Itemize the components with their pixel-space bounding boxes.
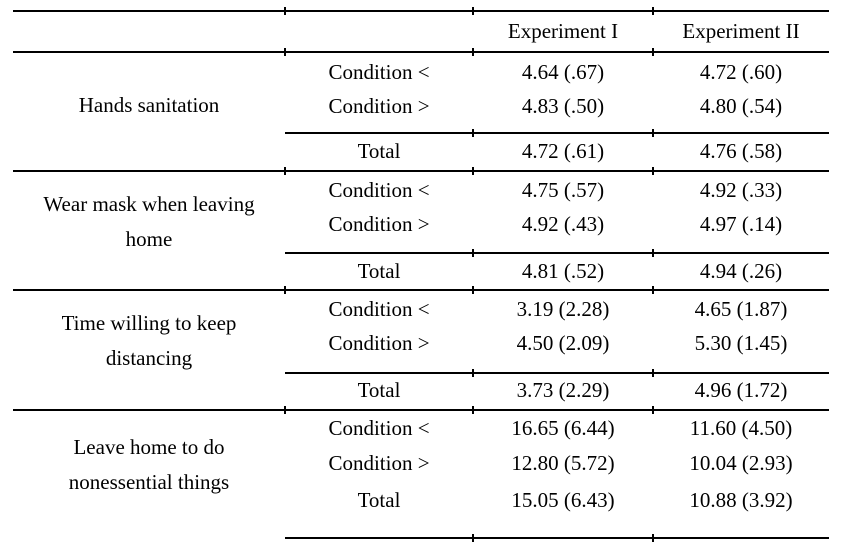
value-cell: 10.04 (2.93): [689, 451, 793, 475]
rule-tick: [652, 286, 654, 294]
value-cell: 10.88 (3.92): [689, 488, 793, 512]
condition-cell: Condition <: [328, 60, 430, 84]
rule-tick: [652, 369, 654, 377]
rule-tick: [652, 7, 654, 15]
row-group-label: Hands sanitation: [78, 93, 220, 117]
value-cell: 4.92 (.43): [521, 212, 605, 236]
value-cell: 4.92 (.33): [699, 178, 783, 202]
row-group-label: Wear mask when leaving home: [43, 192, 255, 251]
rule-tick: [652, 48, 654, 56]
column-header-experiment-1: Experiment I: [507, 19, 619, 43]
row-group-label: Time willing to keep distancing: [61, 311, 237, 370]
value-cell: 3.73 (2.29): [516, 378, 610, 402]
rule-tick: [652, 167, 654, 175]
value-cell: 4.64 (.67): [521, 60, 605, 84]
condition-cell: Condition <: [328, 416, 430, 440]
condition-cell: Condition >: [328, 212, 430, 236]
value-cell: 11.60 (4.50): [689, 416, 793, 440]
condition-cell: Condition >: [328, 94, 430, 118]
condition-cell: Condition <: [328, 297, 430, 321]
condition-cell: Condition <: [328, 178, 430, 202]
rule-tick: [472, 286, 474, 294]
value-cell: 4.50 (2.09): [516, 331, 610, 355]
value-cell: 4.97 (.14): [699, 212, 783, 236]
value-cell: 4.72 (.60): [699, 60, 783, 84]
total-cell: Total: [357, 378, 401, 402]
value-cell: 4.72 (.61): [521, 139, 605, 163]
value-cell: 3.19 (2.28): [516, 297, 610, 321]
rule-tick: [284, 167, 286, 175]
rule-above-total-1: [285, 132, 829, 134]
rule-above-total-3: [285, 372, 829, 374]
rule-tick: [652, 249, 654, 257]
rule-group-sep-3: [13, 409, 829, 411]
rule-group-sep-2: [13, 289, 829, 291]
condition-cell: Condition >: [328, 331, 430, 355]
value-cell: 4.65 (1.87): [694, 297, 788, 321]
rule-group-sep-1: [13, 170, 829, 172]
value-cell: 4.81 (.52): [521, 259, 605, 283]
rule-tick: [284, 286, 286, 294]
value-cell: 4.76 (.58): [699, 139, 783, 163]
rule-tick: [472, 167, 474, 175]
value-cell: 4.80 (.54): [699, 94, 783, 118]
value-cell: 5.30 (1.45): [694, 331, 788, 355]
rule-below-header: [13, 51, 829, 53]
rule-tick: [472, 48, 474, 56]
value-cell: 4.96 (1.72): [694, 378, 788, 402]
rule-tick: [284, 406, 286, 414]
rule-tick: [284, 7, 286, 15]
rule-tick: [472, 406, 474, 414]
rule-tick: [284, 48, 286, 56]
total-cell: Total: [357, 488, 401, 512]
rule-tick: [472, 7, 474, 15]
value-cell: 16.65 (6.44): [511, 416, 615, 440]
total-cell: Total: [357, 139, 401, 163]
value-cell: 4.83 (.50): [521, 94, 605, 118]
rule-tick: [472, 129, 474, 137]
rule-tick: [472, 369, 474, 377]
row-group-label: Leave home to do nonessential things: [68, 435, 230, 494]
value-cell: 12.80 (5.72): [511, 451, 615, 475]
rule-top: [13, 10, 829, 12]
column-header-experiment-2: Experiment II: [682, 19, 800, 43]
rule-tick: [472, 534, 474, 542]
condition-cell: Condition >: [328, 451, 430, 475]
rule-above-total-2: [285, 252, 829, 254]
value-cell: 4.94 (.26): [699, 259, 783, 283]
value-cell: 15.05 (6.43): [511, 488, 615, 512]
total-cell: Total: [357, 259, 401, 283]
rule-tick: [652, 129, 654, 137]
rule-bottom: [285, 537, 829, 539]
rule-tick: [472, 249, 474, 257]
value-cell: 4.75 (.57): [521, 178, 605, 202]
rule-tick: [652, 406, 654, 414]
rule-tick: [652, 534, 654, 542]
